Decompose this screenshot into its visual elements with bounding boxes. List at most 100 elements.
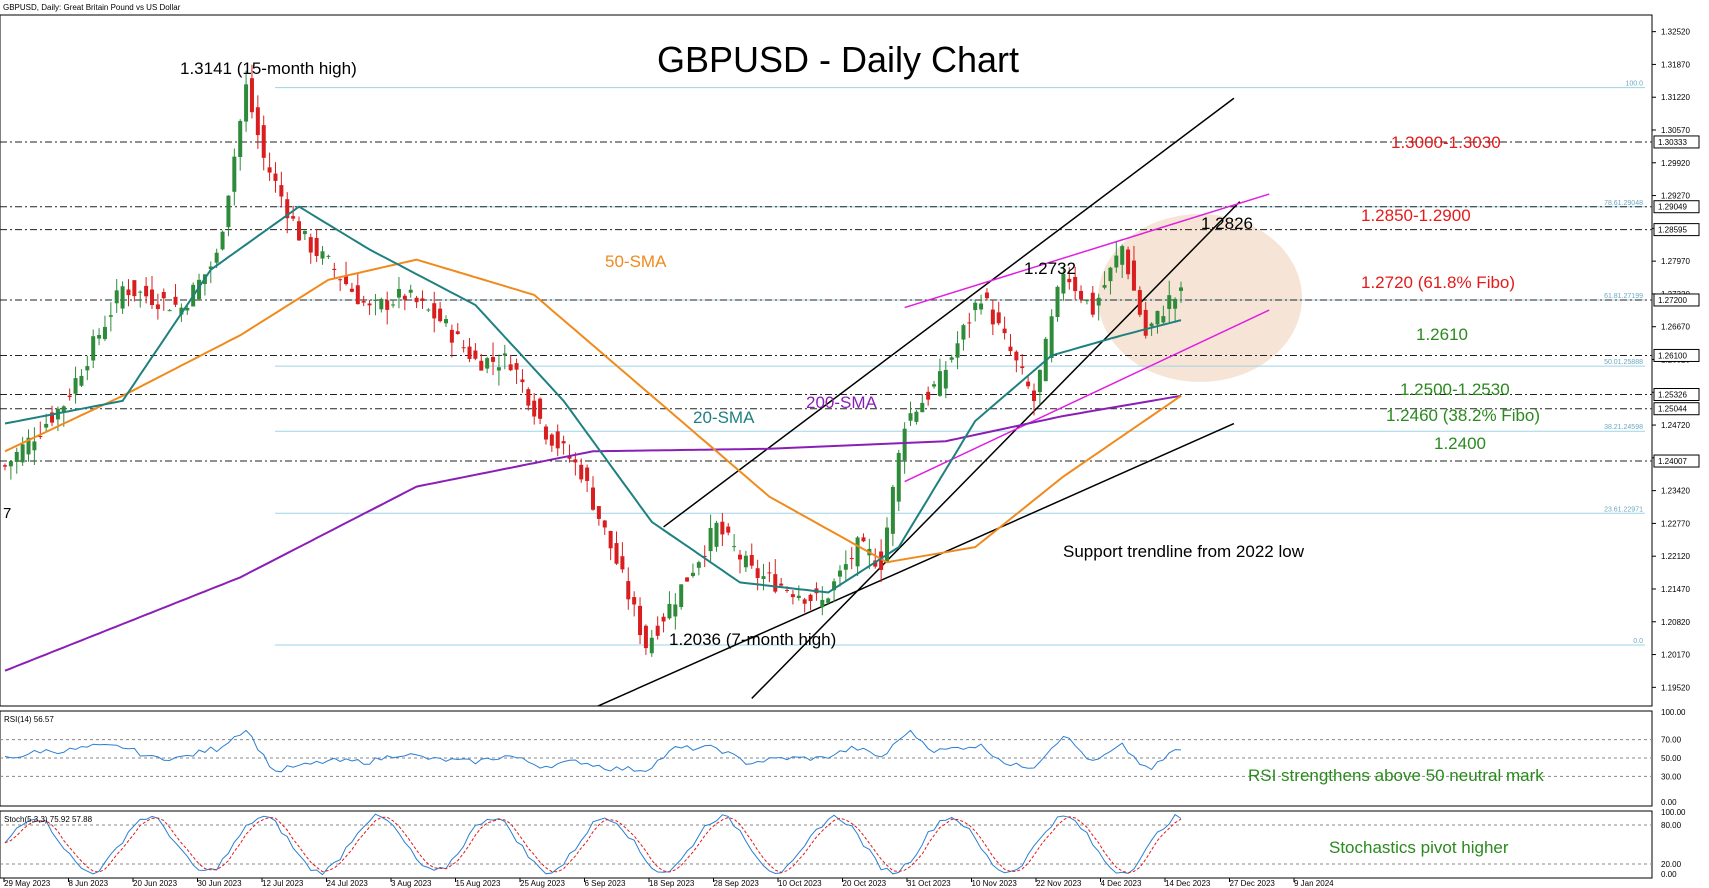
candle-bull	[1149, 323, 1154, 327]
price-box-label: 1.25326	[1658, 390, 1687, 399]
candle-bear	[1008, 346, 1013, 352]
rsi-indicator: 100.00 70.00 50.00 30.00 0.00	[0, 708, 1686, 807]
candle-bear	[449, 329, 454, 343]
candle-bull	[920, 402, 925, 413]
price-tick-label: 1.20170	[1661, 651, 1690, 660]
candle-bear	[749, 554, 754, 566]
candle-bull	[1120, 246, 1125, 265]
candle-bull	[97, 335, 102, 339]
fib-label: 23.61.22971	[1604, 506, 1643, 513]
candle-bear	[355, 285, 360, 305]
candle-bull	[979, 303, 984, 310]
high-label: 1.3141 (15-month high)	[180, 59, 357, 78]
candle-bull	[20, 444, 25, 463]
candle-bull	[102, 326, 107, 340]
support-2: 1.2500-1.2530	[1400, 380, 1510, 399]
candle-bear	[661, 616, 666, 622]
candle-bear	[620, 556, 625, 570]
candle-bull	[690, 572, 695, 577]
candle-bull	[1108, 267, 1113, 282]
candle-bear	[508, 364, 513, 371]
candle-bear	[726, 526, 731, 533]
candle-bull	[885, 527, 889, 562]
time-tick-label: 10 Oct 2023	[778, 879, 822, 888]
candle-bear	[473, 350, 478, 359]
price-tick-label: 1.31870	[1661, 60, 1690, 69]
time-tick-label: 9 Jan 2024	[1294, 879, 1334, 888]
candle-bear	[967, 322, 972, 324]
moving-averages	[4, 205, 1182, 672]
candle-bear	[1026, 381, 1031, 387]
time-tick-label: 14 Dec 2023	[1165, 879, 1211, 888]
candle-bull	[79, 375, 84, 386]
price-tick-label: 1.23420	[1661, 487, 1690, 496]
fib-label: 0.0	[1633, 638, 1643, 645]
price-tick-label: 1.26670	[1661, 323, 1690, 332]
candle-bull	[743, 555, 748, 568]
candle-bull	[826, 598, 831, 603]
time-tick-label: 10 Nov 2023	[972, 879, 1018, 888]
candle-bear	[573, 459, 578, 463]
price-tick-label: 1.24720	[1661, 421, 1690, 430]
candle-bear	[849, 558, 854, 560]
candle-bear	[361, 301, 366, 303]
trend-lines	[596, 97, 1270, 706]
candle-bull	[214, 252, 219, 263]
candle-bear	[414, 297, 419, 303]
candle-bull	[379, 298, 384, 310]
candle-bull	[1179, 287, 1183, 291]
candle-bear	[532, 400, 537, 417]
candle-bear	[402, 295, 407, 300]
fib-label: 38.21.24598	[1604, 424, 1643, 431]
candle-bear	[338, 279, 343, 281]
price-tick-label: 1.31220	[1661, 93, 1690, 102]
candle-bear	[638, 605, 643, 636]
candle-bull	[8, 461, 13, 467]
candle-bull	[673, 604, 678, 617]
candle-bull	[302, 231, 307, 235]
candle-bull	[1055, 286, 1060, 317]
price-tick-label: 1.19520	[1661, 683, 1690, 692]
candle-bull	[208, 266, 213, 270]
time-tick-label: 22 Nov 2023	[1036, 879, 1082, 888]
candle-bear	[596, 506, 601, 519]
candle-bear	[738, 554, 742, 560]
candle-bear	[861, 537, 866, 542]
sma50-label: 50-SMA	[605, 252, 667, 271]
candle-bear	[1126, 249, 1131, 275]
candle-bear	[755, 568, 760, 578]
candle-bear	[1002, 328, 1007, 334]
rsi-tick-label: 50.00	[1661, 754, 1682, 763]
time-tick-label: 18 Sep 2023	[649, 879, 695, 888]
time-tick-label: 31 Oct 2023	[907, 879, 951, 888]
candle-bear	[367, 303, 372, 306]
candle-bull	[326, 255, 331, 257]
price-axis: 1.32520 1.31870 1.31220 1.30570 1.29920 1.292…	[1652, 28, 1700, 692]
candle-bull	[908, 413, 913, 421]
low-label: 1.2036 (7-month high)	[669, 630, 836, 649]
candle-bull	[120, 286, 125, 309]
rsi-tick-label: 70.00	[1661, 736, 1682, 745]
rsi-tick-label: 0.00	[1661, 798, 1677, 807]
price-box	[1653, 135, 1700, 149]
candle-bear	[385, 300, 390, 310]
candle-bear	[261, 125, 266, 158]
candle-bear	[132, 280, 137, 297]
candle-bull	[649, 637, 654, 654]
candle-bear	[632, 597, 637, 605]
support-4: 1.2400	[1434, 434, 1486, 453]
candle-bear	[1137, 290, 1142, 315]
sma200-label: 200-SMA	[806, 393, 878, 412]
candle-bull	[85, 366, 90, 371]
candle-bull	[226, 195, 231, 228]
candle-bear	[984, 292, 989, 299]
candle-bull	[961, 325, 966, 340]
candle-bull	[1155, 310, 1160, 325]
candle-bull	[408, 289, 413, 293]
candle-bear	[455, 331, 460, 334]
candle-bear	[467, 346, 472, 359]
candle-bear	[561, 441, 566, 444]
candle-bull	[44, 423, 49, 428]
price-box	[1653, 293, 1700, 307]
